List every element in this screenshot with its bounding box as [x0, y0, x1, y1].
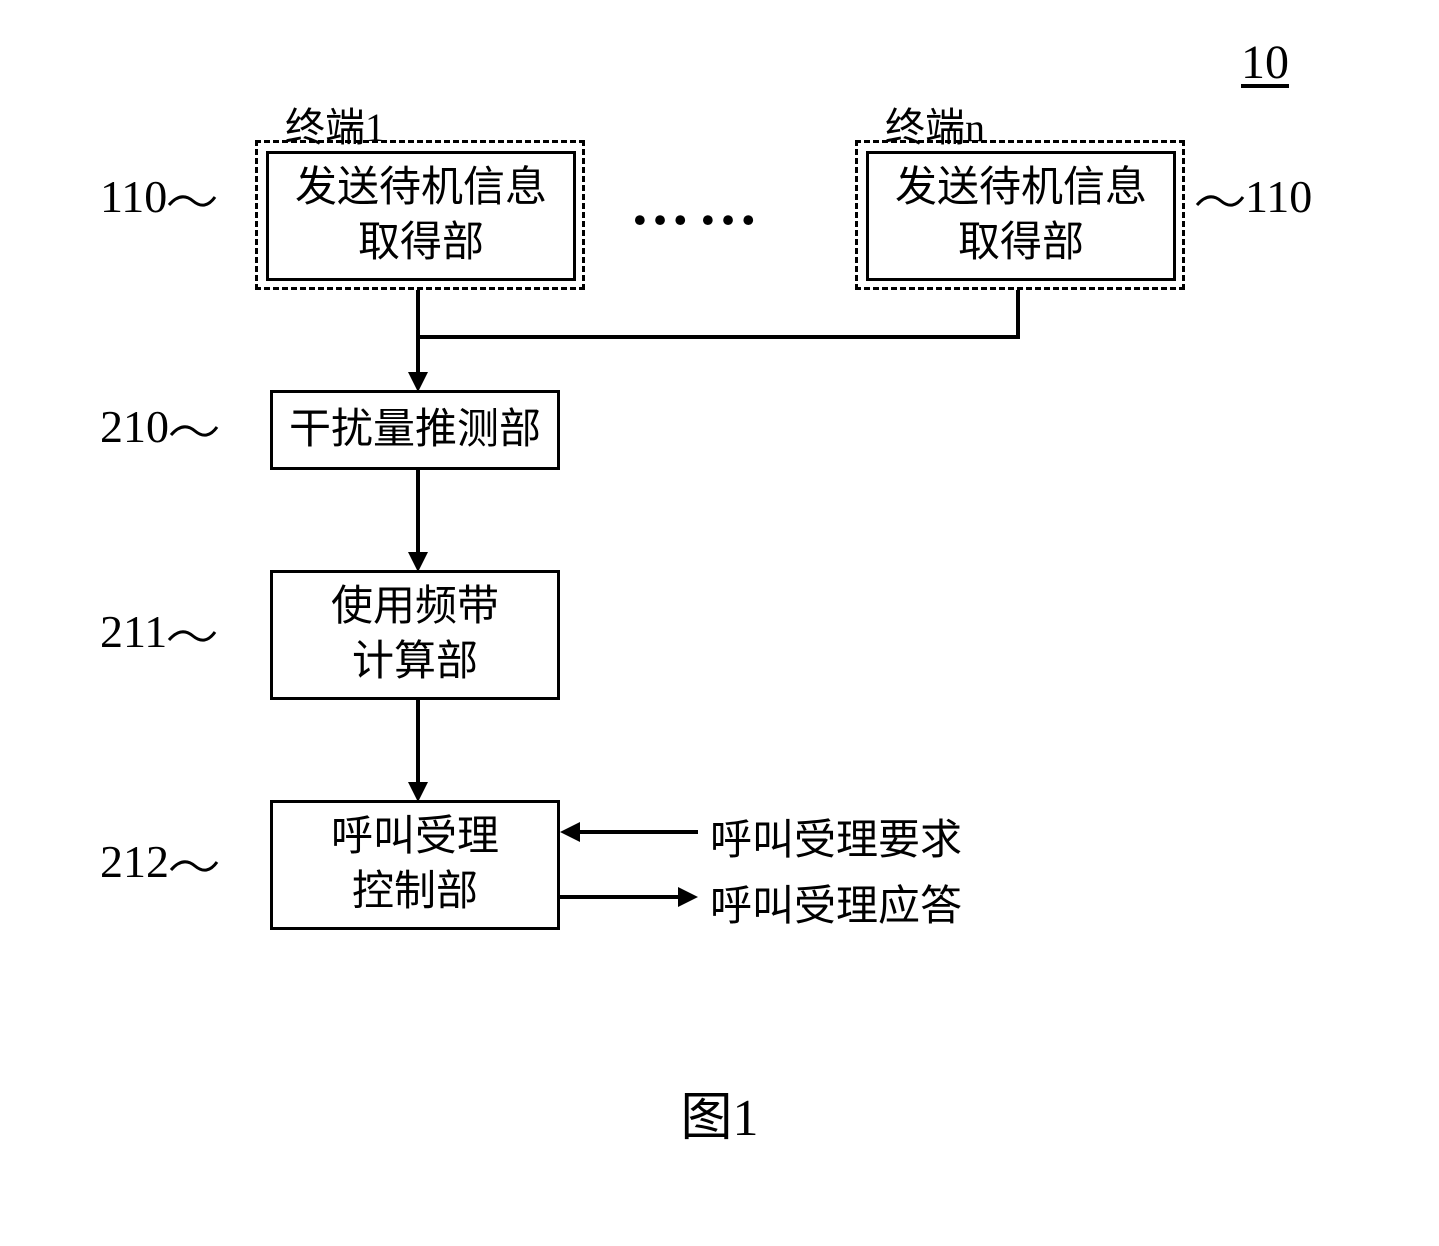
line-response: [560, 895, 680, 899]
arrow-request: [560, 822, 580, 842]
line-tn-left: [416, 335, 1020, 339]
response-label: 呼叫受理应答: [710, 872, 962, 933]
line-t1-down: [416, 290, 420, 375]
line-request: [578, 830, 698, 834]
ref-110-right: 110: [1195, 170, 1312, 223]
ref-211: 211: [100, 605, 217, 658]
line-interf-bw: [416, 470, 420, 555]
bandwidth-block: 使用频带 计算部: [270, 570, 560, 700]
ref-210: 210: [100, 400, 219, 453]
arrow-bw-cc: [408, 782, 428, 802]
call-control-block: 呼叫受理 控制部: [270, 800, 560, 930]
line-tn-down: [1016, 290, 1020, 338]
arrow-interf-bw: [408, 552, 428, 572]
line-bw-cc: [416, 700, 420, 785]
figure-number: 10: [1241, 35, 1289, 90]
terminal-n-container: 发送待机信息 取得部: [855, 140, 1185, 290]
interference-block: 干扰量推测部: [270, 390, 560, 470]
terminal-1-box: 发送待机信息 取得部: [266, 151, 576, 281]
arrow-t1-down: [408, 372, 428, 392]
terminal-n-box: 发送待机信息 取得部: [866, 151, 1176, 281]
ref-110-left: 110: [100, 170, 217, 223]
terminal-ellipsis: ……: [630, 170, 766, 239]
arrow-response: [678, 887, 698, 907]
request-label: 呼叫受理要求: [710, 806, 962, 867]
terminal-1-container: 发送待机信息 取得部: [255, 140, 585, 290]
figure-caption: 图1: [680, 1075, 758, 1150]
ref-212: 212: [100, 835, 219, 888]
